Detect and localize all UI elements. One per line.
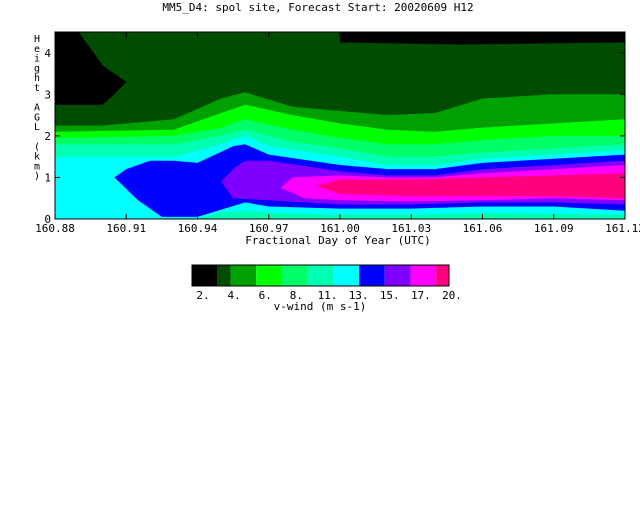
y-axis-label-char: t xyxy=(34,83,40,94)
y-tick-label: 1 xyxy=(44,171,51,184)
x-tick-label: 161.06 xyxy=(463,222,503,235)
y-axis-label-char: L xyxy=(34,122,40,133)
y-tick-label: 3 xyxy=(44,88,51,101)
y-axis-label-char: g xyxy=(34,63,40,74)
chart-title: MM5_D4: spol site, Forecast Start: 20020… xyxy=(162,1,473,14)
y-axis-label-char: h xyxy=(34,73,40,84)
y-axis-label-char: m xyxy=(34,161,40,172)
y-axis-label-char: G xyxy=(34,112,40,123)
colorbar-frame xyxy=(191,264,450,287)
colorbar-label: v-wind (m s-1) xyxy=(274,300,367,313)
colorbar-tick-label: 13. xyxy=(349,289,369,302)
y-axis-label-char: e xyxy=(34,44,40,55)
colorbar-tick-label: 6. xyxy=(259,289,272,302)
y-axis-label-char: ) xyxy=(34,171,40,182)
colorbar-tick-label: 20. xyxy=(442,289,462,302)
y-axis-label-char: ( xyxy=(34,142,40,153)
x-tick-label: 161.12 xyxy=(605,222,640,235)
y-tick-label: 0 xyxy=(44,213,51,226)
contour-region-0-2 xyxy=(55,32,127,105)
y-tick-label: 4 xyxy=(44,47,51,60)
axes: 160.88 160.91 160.94 160.97 161.00 161.03 161.… xyxy=(35,31,640,235)
colorbar-swatch xyxy=(436,265,449,286)
colorbar-tick-label: 4. xyxy=(228,289,241,302)
colorbar-tick-label: 11. xyxy=(318,289,338,302)
colorbar-swatch xyxy=(359,265,385,286)
colorbar: 2. 4. 6. 8. 11. 13. 15. 17. 20. xyxy=(191,264,462,302)
x-tick-label: 161.09 xyxy=(534,222,574,235)
x-tick-label: 160.91 xyxy=(106,222,146,235)
colorbar-swatch xyxy=(333,265,360,286)
colorbar-swatch xyxy=(217,265,231,286)
x-axis-label: Fractional Day of Year (UTC) xyxy=(245,234,430,247)
x-tick-label: 160.88 xyxy=(35,222,75,235)
y-axis-label-char: k xyxy=(34,152,40,163)
colorbar-tick-label: 8. xyxy=(290,289,303,302)
colorbar-tick-label: 2. xyxy=(196,289,209,302)
colorbar-swatch xyxy=(230,265,257,286)
colorbar-swatch xyxy=(192,265,218,286)
colorbar-swatch xyxy=(281,265,308,286)
contour-region-19-20 xyxy=(316,173,625,199)
y-axis-label-char: A xyxy=(34,103,40,114)
colorbar-swatch xyxy=(384,265,411,286)
x-tick-label: 161.00 xyxy=(320,222,360,235)
colorbar-tick-label: 15. xyxy=(380,289,400,302)
x-tick-label: 160.94 xyxy=(178,222,218,235)
x-tick-label: 161.03 xyxy=(391,222,431,235)
colorbar-tick-label: 17. xyxy=(411,289,431,302)
y-axis-label-char: H xyxy=(34,34,40,45)
colorbar-swatch xyxy=(256,265,282,286)
y-axis-label-char: i xyxy=(34,54,40,65)
colorbar-swatch xyxy=(307,265,334,286)
x-tick-label: 160.97 xyxy=(249,222,289,235)
y-tick-label: 2 xyxy=(44,130,51,143)
colorbar-swatch xyxy=(410,265,437,286)
plot-area xyxy=(55,32,626,219)
